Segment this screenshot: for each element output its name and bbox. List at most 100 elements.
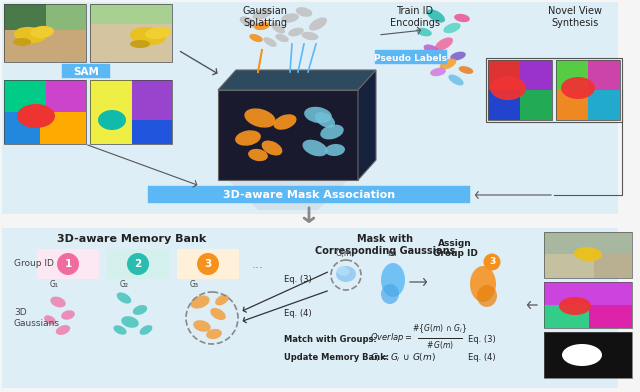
- Bar: [556, 60, 620, 120]
- Bar: [90, 80, 132, 144]
- Ellipse shape: [14, 27, 46, 43]
- Ellipse shape: [145, 27, 171, 39]
- FancyBboxPatch shape: [177, 249, 239, 279]
- Bar: [90, 4, 172, 24]
- Ellipse shape: [113, 325, 127, 335]
- Circle shape: [57, 253, 79, 275]
- Bar: [4, 112, 40, 144]
- Bar: [544, 232, 632, 254]
- Ellipse shape: [454, 14, 470, 22]
- Bar: [90, 80, 172, 144]
- Ellipse shape: [44, 315, 56, 325]
- Bar: [4, 4, 86, 62]
- Text: Group ID: Group ID: [14, 258, 54, 267]
- Ellipse shape: [444, 23, 461, 33]
- Ellipse shape: [51, 297, 66, 307]
- Ellipse shape: [288, 27, 304, 36]
- Bar: [544, 232, 594, 278]
- Ellipse shape: [206, 329, 222, 339]
- Ellipse shape: [262, 140, 282, 156]
- Bar: [520, 90, 552, 120]
- Bar: [544, 332, 632, 378]
- Bar: [4, 80, 86, 144]
- Bar: [544, 332, 632, 378]
- Ellipse shape: [275, 34, 289, 42]
- Ellipse shape: [254, 22, 270, 30]
- FancyBboxPatch shape: [375, 50, 447, 64]
- Ellipse shape: [132, 305, 147, 315]
- Bar: [544, 232, 632, 278]
- Bar: [544, 282, 632, 328]
- Ellipse shape: [435, 37, 453, 51]
- Ellipse shape: [121, 316, 139, 328]
- Ellipse shape: [381, 263, 405, 297]
- Bar: [488, 60, 520, 90]
- Text: G₁: G₁: [49, 280, 58, 289]
- Bar: [556, 60, 620, 120]
- Text: G₃: G₃: [189, 280, 198, 289]
- Ellipse shape: [130, 40, 150, 48]
- Bar: [488, 60, 552, 120]
- Text: 3: 3: [204, 259, 212, 269]
- Text: Eq. (3): Eq. (3): [284, 276, 312, 285]
- Ellipse shape: [477, 285, 497, 307]
- Ellipse shape: [459, 66, 474, 74]
- Polygon shape: [218, 70, 376, 90]
- Ellipse shape: [250, 34, 262, 42]
- Text: Assign
Group ID: Assign Group ID: [433, 239, 477, 258]
- Ellipse shape: [470, 266, 496, 302]
- Ellipse shape: [248, 149, 268, 161]
- FancyBboxPatch shape: [37, 249, 99, 279]
- Ellipse shape: [562, 344, 602, 366]
- Bar: [488, 90, 520, 120]
- Bar: [544, 232, 632, 278]
- Bar: [40, 112, 86, 144]
- Text: $G_i = G_i\,\cup\,G(m)$: $G_i = G_i\,\cup\,G(m)$: [370, 352, 436, 364]
- Text: G(m): G(m): [335, 249, 355, 258]
- Text: Eq. (4): Eq. (4): [468, 354, 495, 363]
- Ellipse shape: [210, 308, 226, 320]
- Ellipse shape: [239, 16, 257, 27]
- Ellipse shape: [449, 74, 463, 85]
- FancyBboxPatch shape: [107, 249, 169, 279]
- Bar: [556, 60, 588, 90]
- Bar: [4, 30, 86, 62]
- Bar: [4, 80, 86, 144]
- Bar: [2, 228, 618, 388]
- Ellipse shape: [190, 296, 210, 309]
- Ellipse shape: [325, 144, 345, 156]
- Text: G₂: G₂: [120, 280, 129, 289]
- Text: 2: 2: [134, 259, 141, 269]
- Ellipse shape: [98, 110, 126, 130]
- Bar: [132, 120, 172, 144]
- Ellipse shape: [263, 37, 276, 47]
- Circle shape: [483, 254, 500, 270]
- Ellipse shape: [315, 112, 335, 128]
- Ellipse shape: [381, 284, 399, 304]
- Bar: [90, 4, 172, 62]
- Ellipse shape: [417, 54, 431, 62]
- Text: Novel View
Synthesis: Novel View Synthesis: [548, 6, 602, 27]
- Bar: [132, 80, 172, 120]
- Bar: [46, 4, 86, 30]
- Text: ...: ...: [252, 258, 264, 270]
- Circle shape: [127, 253, 149, 275]
- Ellipse shape: [140, 325, 152, 335]
- Text: $\#\,G(m)$: $\#\,G(m)$: [426, 339, 454, 351]
- Ellipse shape: [252, 8, 271, 20]
- Text: 3D-aware Mask Association: 3D-aware Mask Association: [223, 190, 395, 200]
- Bar: [556, 90, 588, 120]
- FancyBboxPatch shape: [62, 64, 110, 78]
- Ellipse shape: [61, 310, 75, 320]
- Bar: [2, 2, 618, 214]
- Ellipse shape: [273, 114, 296, 130]
- Ellipse shape: [193, 320, 211, 332]
- Text: $\#\{G(m)\,\cap\,G_i\}$: $\#\{G(m)\,\cap\,G_i\}$: [412, 322, 468, 335]
- Text: Pseudo Labels: Pseudo Labels: [374, 53, 447, 62]
- Bar: [90, 24, 172, 62]
- Bar: [90, 4, 172, 62]
- Bar: [90, 80, 172, 144]
- Ellipse shape: [430, 68, 446, 76]
- Ellipse shape: [320, 125, 344, 140]
- Polygon shape: [218, 90, 358, 180]
